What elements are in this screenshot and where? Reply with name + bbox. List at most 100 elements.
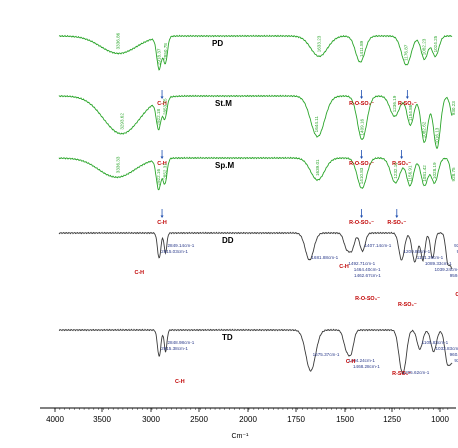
peak-label: 3336.33 (116, 156, 121, 173)
peak-label: 1033.83cm-1 (436, 346, 458, 351)
x-tick-label: 2000 (239, 415, 257, 424)
x-tick-label: 3500 (93, 415, 111, 424)
group-label: C-H (175, 379, 185, 385)
series-title: DD (222, 236, 234, 245)
peak-label: 2850.78 (163, 43, 168, 60)
group-label: C-H (157, 161, 167, 167)
peak-label: 1131.39cm-1 (417, 255, 444, 260)
group-label: R-O-SO₃⁻ (349, 220, 374, 226)
peak-label: 1633.23 (316, 35, 321, 52)
peak-label: 1024.25 (433, 35, 438, 52)
peak-label: 2853.75 (163, 98, 168, 115)
spectrum-line-spm (58, 156, 453, 191)
spectrum-line-pd (58, 34, 453, 71)
peak-label: 1082.62 (422, 121, 427, 138)
group-label: C-H (339, 264, 349, 270)
peak-label: 1644.11 (314, 116, 319, 133)
peak-label: 1410.83 (359, 167, 364, 184)
group-arrowhead (360, 215, 364, 218)
peak-label: 2915.38cm-1 (161, 346, 188, 351)
peak-label: 923.97cm-1 (457, 249, 458, 254)
x-tick-label: 1000 (431, 415, 449, 424)
group-arrowhead (405, 96, 409, 99)
peak-label: 1639.01 (315, 159, 320, 176)
peak-label: 3336.86 (115, 32, 120, 49)
group-label: C-H (157, 220, 167, 226)
peak-label: 1028.19 (432, 162, 437, 179)
peak-label: 1081.42 (422, 165, 427, 182)
peak-label: 1154.86 (408, 104, 413, 121)
group-label: C-H (346, 359, 356, 365)
peak-label: 935.58cm-1 (454, 358, 458, 363)
group-label: C-H (157, 101, 167, 107)
peak-label: 1236.19 (392, 95, 397, 112)
group-label: R-SO₃⁻ (398, 302, 417, 308)
group-label: R-O-SO₃⁻ (349, 161, 374, 167)
peak-label: 1016.13 (434, 127, 439, 144)
peak-label: 1492.71cm-1 (348, 261, 375, 266)
group-arrowhead (160, 156, 164, 159)
group-arrowhead (360, 96, 364, 99)
x-tick-label: 1750 (287, 415, 305, 424)
group-label: R-SO₃⁻ (398, 101, 417, 107)
series-title: Sp.M (215, 161, 234, 170)
x-tick-label: 1250 (383, 415, 401, 424)
peak-label: 928.75 (451, 167, 456, 181)
spectrum-line-dd (58, 231, 453, 270)
peak-label: 960.29cm-1 (450, 352, 458, 357)
peak-label: 1232.11 (393, 162, 398, 179)
peak-label: 1156.91 (407, 165, 412, 182)
spectrum-line-td (58, 328, 453, 375)
peak-label: 1089.33cm-1 (425, 261, 452, 266)
x-tick-label: 4000 (46, 415, 64, 424)
peak-label: 2849.14cm-1 (167, 243, 194, 248)
group-label: R-O-SO₃⁻ (355, 296, 380, 302)
group-label: C-O-S (455, 292, 458, 298)
peak-label: 1082.23 (422, 38, 427, 55)
peak-label: 1494.24cm-1 (348, 358, 375, 363)
x-axis: 4000 3500 3000 2500 2000 1750 1500 1250 1000 Cm⁻¹ (40, 407, 456, 440)
group-arrowhead (400, 156, 404, 159)
peak-label: 2915.03cm-1 (161, 249, 188, 254)
group-label: C-H (134, 270, 144, 276)
peak-label: 1468.28cm-1 (353, 364, 380, 369)
x-axis-title: Cm⁻¹ (232, 433, 250, 440)
group-arrowhead (360, 156, 364, 159)
peak-label: 1411.89 (359, 40, 364, 57)
peak-label: 3293.62 (120, 113, 125, 130)
group-arrowhead (160, 96, 164, 99)
peak-label: 1462.67cm-1 (354, 273, 381, 278)
peak-label: 1105.83cm-1 (422, 340, 449, 345)
x-tick-label: 1500 (336, 415, 354, 424)
x-tick-label: 3000 (142, 415, 160, 424)
peak-label: 2848.98cm-1 (167, 340, 194, 345)
peak-label: 2922.16 (156, 169, 161, 186)
peak-label: 959.71cm-1 (450, 273, 458, 278)
spectrum-line-stm (58, 94, 453, 149)
group-arrowhead (160, 215, 164, 218)
series-title: PD (212, 39, 223, 48)
group-label: R-SO₃⁻ (387, 220, 406, 226)
peak-label: 2918.37 (156, 48, 161, 65)
series-title: St.M (215, 99, 232, 108)
peak-label: 1407.14cm-1 (364, 243, 391, 248)
group-label: R-SO₃⁻ (392, 161, 411, 167)
peak-label: 1176.87 (404, 44, 409, 61)
group-label: R-SO₃⁻ (392, 371, 411, 377)
peak-label: 1200.86cm-1 (403, 249, 430, 254)
peak-label: 1464.40cm-1 (354, 267, 381, 272)
group-arrowhead (395, 215, 399, 218)
peak-label: 930.23 (451, 101, 456, 115)
peak-label: 1675.37cm-1 (313, 352, 340, 357)
peak-label: 1039.24cm-1 (434, 267, 458, 272)
labels-layer: PD 3336.86 2918.37 2850.78 1633.23 1411.89 117… (115, 32, 458, 385)
spectra-layer (58, 34, 453, 375)
peak-label: 1409.16 (360, 118, 365, 135)
peak-label: 1205.62cm-1 (403, 370, 430, 375)
peak-label: 937.14cm-1 (454, 243, 458, 248)
group-label: R-O-SO₃⁻ (349, 101, 374, 107)
peak-label: 1681.88cm-1 (311, 255, 338, 260)
peak-label: 2852.31 (163, 163, 168, 180)
x-tick-label: 2500 (190, 415, 208, 424)
